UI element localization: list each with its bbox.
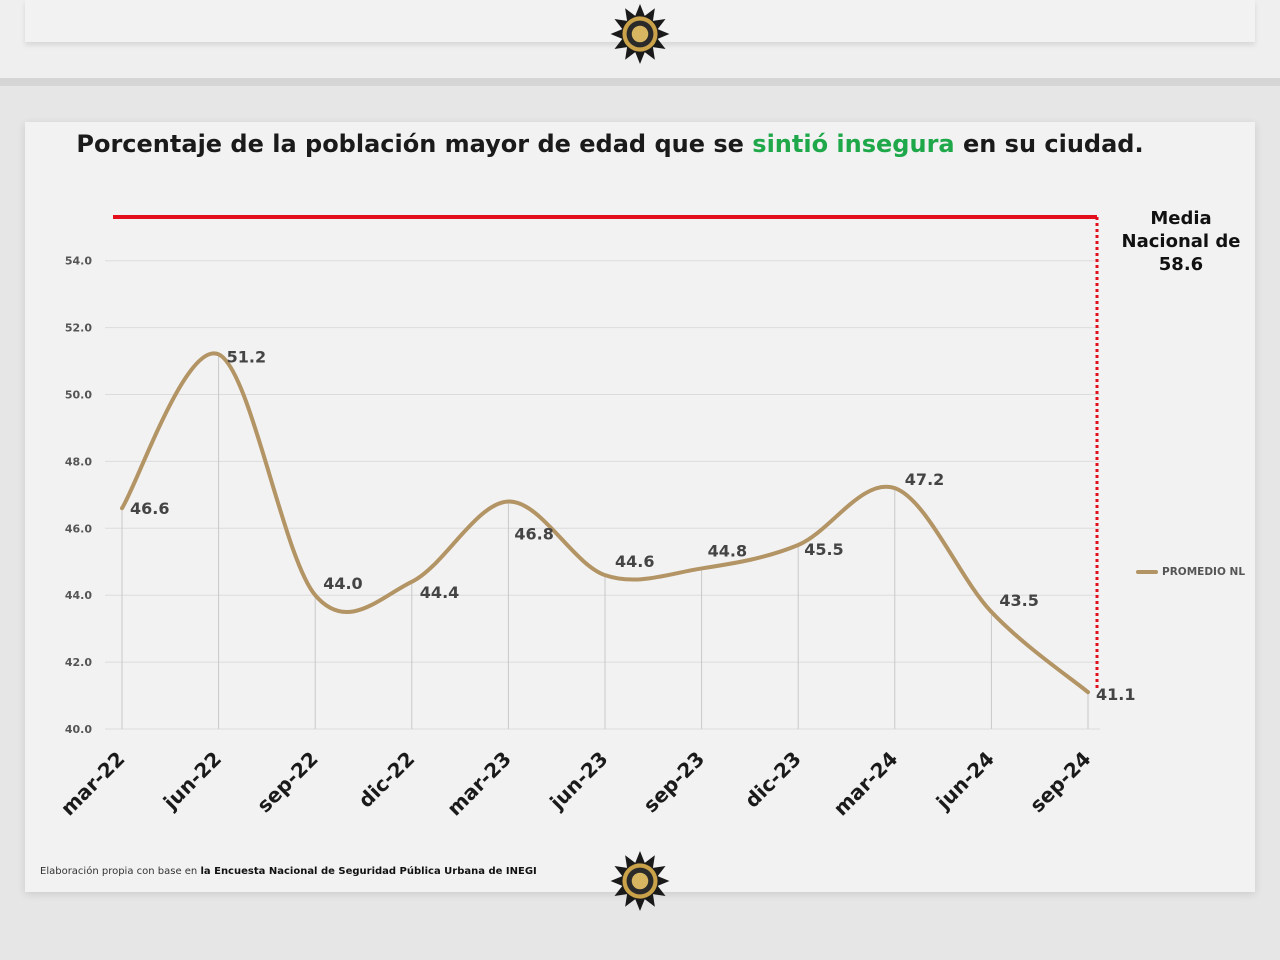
reference-note-value: 58.6 <box>1158 254 1204 275</box>
x-tick-label: mar-22 <box>56 747 130 821</box>
source-note: Elaboración propia con base en la Encues… <box>40 866 537 877</box>
data-label: 41.1 <box>1096 685 1135 704</box>
data-label: 46.8 <box>514 525 553 544</box>
x-tick-label: dic-22 <box>353 747 419 813</box>
x-tick-label: jun-23 <box>544 747 612 815</box>
x-tick-label: sep-22 <box>252 747 323 818</box>
x-tick-label: sep-23 <box>638 747 709 818</box>
y-tick-label: 42.0 <box>65 656 92 669</box>
x-tick-label: mar-23 <box>442 747 516 821</box>
sheriff-star-badge-icon <box>610 4 670 64</box>
sheriff-star-badge-icon <box>610 851 670 911</box>
y-axis-ticks: 40.0 42.0 44.0 46.0 48.0 50.0 52.0 54.0 <box>65 255 92 736</box>
data-label: 44.0 <box>323 574 362 593</box>
source-name: la Encuesta Nacional de Seguridad Públic… <box>200 866 537 877</box>
series-line <box>120 351 1090 695</box>
data-label: 44.8 <box>708 541 747 560</box>
x-tick-label: jun-22 <box>158 747 226 815</box>
legend: PROMEDIO NL <box>1136 563 1245 581</box>
data-labels: 46.6 51.2 44.0 44.4 46.8 44.6 44.8 45.5 47.2 43.5… <box>130 347 1135 704</box>
x-tick-label: sep-24 <box>1025 747 1096 818</box>
y-tick-label: 44.0 <box>65 589 92 602</box>
x-tick-label: dic-23 <box>740 747 806 813</box>
data-label: 44.4 <box>420 583 459 602</box>
y-tick-label: 40.0 <box>65 723 92 736</box>
x-tick-label: mar-24 <box>829 747 903 821</box>
reference-note: Media Nacional de 58.6 <box>1112 207 1250 276</box>
reference-note-line1: Media <box>1150 208 1212 229</box>
y-tick-label: 54.0 <box>65 255 92 268</box>
data-label: 44.6 <box>615 552 654 571</box>
title-highlight: sintió insegura <box>752 130 955 158</box>
y-tick-label: 52.0 <box>65 322 92 335</box>
x-axis-ticks: mar-22 jun-22 sep-22 dic-22 mar-23 jun-23 sep-… <box>56 747 1096 821</box>
series-line-promedio-nl <box>120 351 1090 695</box>
data-label: 47.2 <box>905 470 944 489</box>
legend-label: PROMEDIO NL <box>1162 566 1246 578</box>
y-tick-label: 50.0 <box>65 389 92 402</box>
data-label: 43.5 <box>999 591 1038 610</box>
chart-title: Porcentaje de la población mayor de edad… <box>76 130 1144 158</box>
chart-card <box>25 122 1255 892</box>
data-label: 46.6 <box>130 499 169 518</box>
x-tick-label: jun-24 <box>931 747 999 815</box>
drop-lines <box>121 354 1089 729</box>
gridlines <box>105 260 1100 730</box>
reference-lines <box>113 215 1099 691</box>
data-label: 51.2 <box>227 347 266 366</box>
reference-note-line2: Nacional de <box>1121 231 1241 252</box>
data-label: 45.5 <box>804 540 843 559</box>
y-tick-label: 48.0 <box>65 455 92 468</box>
y-tick-label: 46.0 <box>65 522 92 535</box>
legend-swatch <box>1136 570 1158 574</box>
